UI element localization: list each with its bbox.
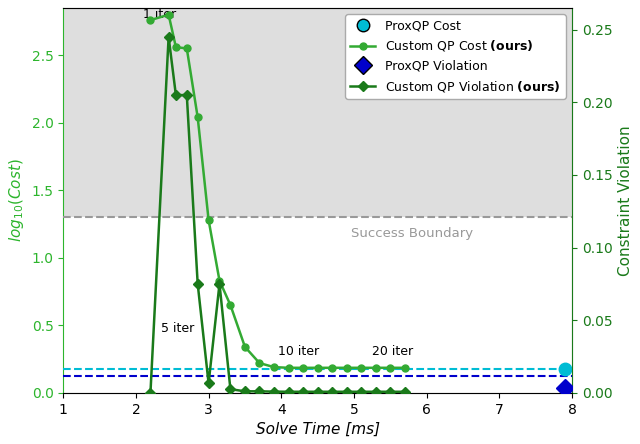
- Y-axis label: $log_{10}(Cost)$: $log_{10}(Cost)$: [7, 159, 26, 242]
- Text: 1 iter: 1 iter: [143, 8, 176, 21]
- Y-axis label: Constraint Violation: Constraint Violation: [618, 125, 633, 276]
- Bar: [63, 0, 572, 217]
- Legend: ProxQP Cost, Custom QP Cost $\mathbf{(ours)}$, ProxQP Violation, Custom QP Viola: ProxQP Cost, Custom QP Cost $\mathbf{(ou…: [346, 14, 566, 99]
- Text: 5 iter: 5 iter: [161, 322, 195, 335]
- Text: Success Boundary: Success Boundary: [351, 227, 473, 240]
- X-axis label: Solve Time [ms]: Solve Time [ms]: [255, 422, 380, 437]
- Text: 20 iter: 20 iter: [372, 345, 413, 358]
- Text: 10 iter: 10 iter: [278, 345, 319, 358]
